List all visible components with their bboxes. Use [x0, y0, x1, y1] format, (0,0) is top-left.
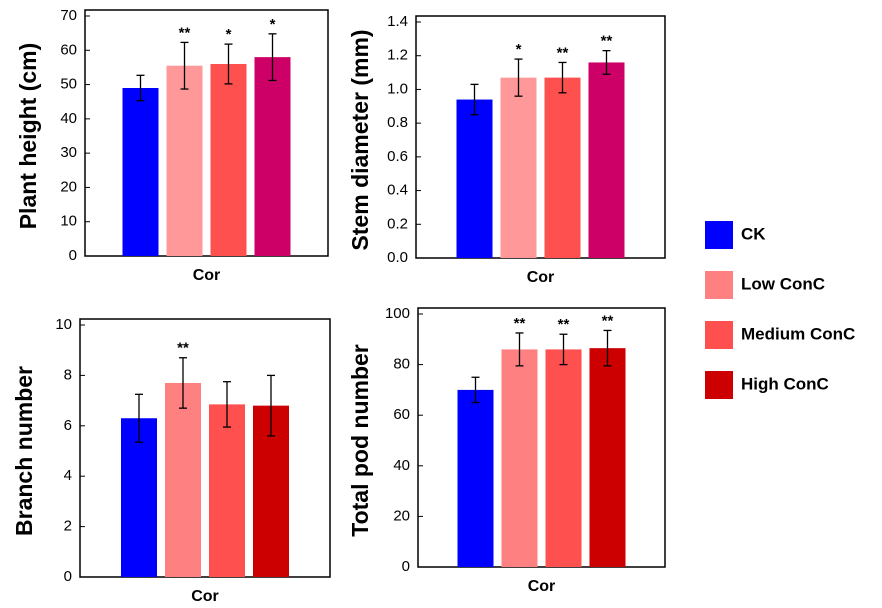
significance-label: **: [514, 315, 526, 332]
y-tick-label: 0.4: [387, 182, 408, 199]
significance-label: **: [177, 340, 189, 357]
y-axis-label: Branch number: [11, 366, 37, 536]
y-tick-label: 20: [393, 507, 410, 524]
y-tick-label: 10: [55, 316, 72, 333]
significance-label: **: [558, 316, 570, 333]
error-bar: [268, 33, 277, 82]
error-bar: [471, 376, 480, 404]
bar: [209, 404, 245, 577]
y-tick-label: 50: [60, 76, 77, 93]
error-bar: [515, 332, 524, 367]
error-bar: [223, 381, 231, 428]
y-tick-label: 0: [69, 247, 77, 264]
bar: [165, 382, 201, 577]
significance-label: *: [516, 41, 522, 58]
significance-label: *: [270, 16, 276, 33]
y-tick-label: 10: [60, 213, 77, 230]
error-bar: [603, 329, 612, 367]
bar: [121, 418, 157, 577]
y-axis-label: Plant height (cm): [15, 43, 41, 230]
bar: [210, 64, 247, 256]
y-tick-label: 0: [402, 558, 410, 575]
error-bar: [180, 41, 189, 90]
y-tick-label: 30: [60, 144, 77, 161]
error-bar: [559, 333, 568, 366]
error-bar: [135, 393, 143, 443]
y-tick-label: 0.8: [387, 114, 408, 131]
y-tick-label: 2: [64, 518, 72, 535]
y-tick-label: 40: [60, 110, 77, 127]
significance-label: **: [557, 44, 569, 61]
bar: [588, 62, 625, 259]
error-bar: [514, 58, 523, 97]
error-bar: [136, 74, 145, 102]
error-bar: [224, 43, 233, 85]
bar: [545, 349, 582, 567]
y-axis-label: Stem diameter (mm): [347, 29, 373, 250]
significance-label: **: [179, 24, 191, 41]
y-tick-label: 8: [64, 366, 72, 383]
significance-label: **: [602, 312, 614, 329]
bar: [500, 77, 537, 258]
significance-label: **: [601, 33, 613, 50]
bar: [501, 349, 538, 567]
legend-label: Medium ConC: [741, 324, 855, 343]
bar: [589, 348, 626, 567]
bar: [457, 389, 494, 567]
y-tick-label: 0.0: [387, 249, 408, 266]
y-tick-label: 1.2: [387, 47, 408, 64]
y-tick-label: 6: [64, 417, 72, 434]
x-tick-label: Cor: [191, 588, 219, 605]
bar: [254, 57, 291, 257]
legend-label: CK: [741, 224, 766, 243]
y-tick-label: 4: [64, 467, 72, 484]
bar: [166, 65, 203, 256]
legend-swatch: [705, 271, 733, 299]
x-tick-label: Cor: [528, 578, 556, 595]
error-bar: [602, 50, 611, 75]
y-tick-label: 1.0: [387, 80, 408, 97]
y-axis-label: Total pod number: [347, 344, 373, 537]
plot-frame: [415, 15, 666, 259]
y-tick-label: 60: [60, 41, 77, 58]
y-tick-label: 70: [60, 7, 77, 24]
plot-frame: [417, 307, 666, 568]
error-bar: [179, 357, 187, 409]
y-tick-label: 20: [60, 178, 77, 195]
y-tick-label: 100: [385, 305, 410, 322]
x-tick-label: Cor: [193, 267, 221, 284]
significance-label: *: [226, 26, 232, 43]
y-tick-label: 0.2: [387, 215, 408, 232]
plot-frame: [79, 318, 331, 578]
y-tick-label: 0.6: [387, 148, 408, 165]
error-bar: [267, 374, 275, 437]
y-tick-label: 40: [393, 457, 410, 474]
x-tick-label: Cor: [527, 269, 555, 286]
y-tick-label: 80: [393, 356, 410, 373]
bar: [456, 99, 493, 259]
legend-label: High ConC: [741, 374, 829, 393]
y-tick-label: 0: [64, 568, 72, 585]
y-tick-label: 1.4: [387, 13, 408, 30]
legend-swatch: [705, 221, 733, 249]
legend-swatch: [705, 371, 733, 399]
error-bar: [470, 83, 479, 116]
bar: [122, 88, 159, 256]
bar: [544, 77, 581, 258]
legend-swatch: [705, 321, 733, 349]
legend-label: Low ConC: [741, 274, 825, 293]
y-tick-label: 60: [393, 406, 410, 423]
plot-frame: [84, 9, 329, 257]
error-bar: [558, 61, 567, 94]
